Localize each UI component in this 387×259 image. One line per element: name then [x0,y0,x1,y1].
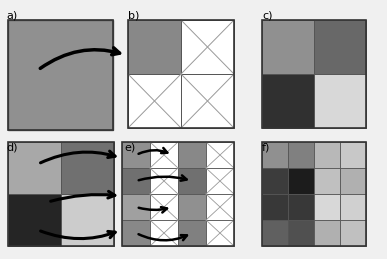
Bar [206,220,234,246]
Bar [206,194,234,220]
Bar [314,142,340,168]
Bar [181,20,234,74]
Bar [8,20,113,130]
Bar [262,20,314,74]
Text: e): e) [124,142,135,152]
Bar [288,194,314,220]
Bar [314,20,366,74]
Bar [314,194,340,220]
Bar [288,168,314,194]
Bar [128,20,234,128]
Bar [150,142,178,168]
Bar [340,194,366,220]
Bar [122,220,150,246]
Bar [8,194,61,246]
FancyArrowPatch shape [139,234,187,240]
Bar [314,74,366,128]
Bar [262,142,288,168]
Bar [340,168,366,194]
Bar [128,20,181,74]
Bar [122,142,234,246]
Bar [206,168,234,194]
Bar [8,20,113,130]
Text: f): f) [262,142,271,152]
Bar [150,194,178,220]
Bar [288,220,314,246]
Bar [340,142,366,168]
Bar [262,194,288,220]
Bar [178,194,206,220]
Bar [262,168,288,194]
Bar [181,74,234,128]
Bar [8,142,114,246]
Bar [8,142,61,194]
Bar [178,168,206,194]
FancyArrowPatch shape [41,231,115,239]
FancyArrowPatch shape [41,151,115,163]
FancyArrowPatch shape [51,191,115,201]
Bar [340,220,366,246]
FancyArrowPatch shape [139,207,167,212]
Text: d): d) [6,142,17,152]
Bar [61,142,114,194]
Bar [150,220,178,246]
Bar [262,74,314,128]
Bar [262,142,366,246]
Bar [122,194,150,220]
FancyArrowPatch shape [139,148,167,154]
Bar [128,74,181,128]
FancyArrowPatch shape [139,175,187,181]
Bar [206,142,234,168]
Bar [61,194,114,246]
Bar [262,220,288,246]
Text: a): a) [6,10,17,20]
Text: c): c) [262,10,272,20]
Bar [150,168,178,194]
Bar [122,168,150,194]
Bar [262,20,366,128]
Bar [314,220,340,246]
Text: b): b) [128,10,139,20]
Bar [178,142,206,168]
FancyArrowPatch shape [40,48,120,68]
Bar [122,142,150,168]
Bar [178,220,206,246]
Bar [288,142,314,168]
Bar [314,168,340,194]
